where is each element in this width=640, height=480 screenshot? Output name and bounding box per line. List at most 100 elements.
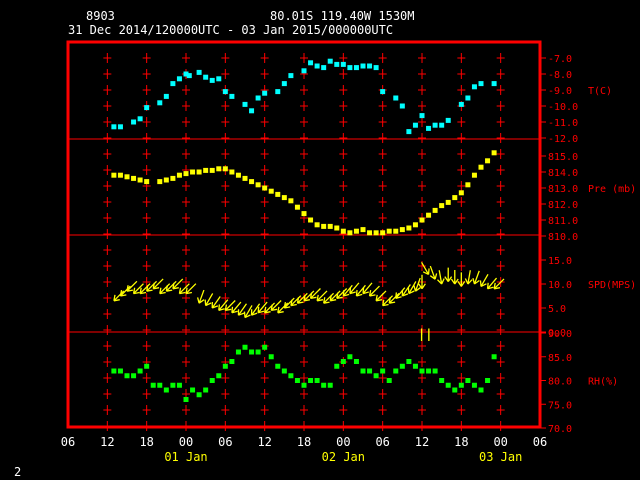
pressure-point xyxy=(367,230,373,236)
temperature-label: T(C) xyxy=(588,86,612,97)
grid-cross xyxy=(182,245,190,255)
grid-cross xyxy=(182,197,190,207)
grid-cross xyxy=(378,197,387,207)
grid-cross xyxy=(339,181,348,191)
pressure-point xyxy=(360,227,366,233)
temperature-point xyxy=(281,81,287,87)
wind-arrow xyxy=(316,290,328,302)
grid-cross xyxy=(182,149,190,159)
temperature-point xyxy=(288,73,294,79)
wind-arrow xyxy=(355,284,366,297)
grid-cross xyxy=(339,277,348,287)
humidity-point xyxy=(432,368,438,374)
y-tick-label: 813.0 xyxy=(548,184,578,195)
pressure-point xyxy=(353,228,359,234)
grid-cross xyxy=(378,261,387,271)
grid-cross xyxy=(457,341,466,351)
wind-arrow xyxy=(418,274,426,290)
grid-cross xyxy=(142,165,151,175)
grid-cross xyxy=(300,373,308,383)
y-tick-label: -9.0 xyxy=(548,86,572,97)
temperature-point xyxy=(432,122,438,128)
grid-cross xyxy=(496,213,505,223)
humidity-point xyxy=(249,349,255,355)
temperature-point xyxy=(478,81,484,87)
pressure-point xyxy=(426,212,432,218)
date-label: 02 Jan xyxy=(322,450,365,464)
wind-arrow xyxy=(349,282,360,295)
pressure-point xyxy=(439,203,445,209)
pressure-point xyxy=(131,175,137,181)
grid-cross xyxy=(221,325,230,335)
grid-cross xyxy=(142,229,151,239)
grid-cross xyxy=(182,53,190,63)
grid-cross xyxy=(418,197,426,207)
grid-cross xyxy=(457,165,466,175)
grid-cross xyxy=(182,357,190,367)
x-tick-label: 12 xyxy=(415,435,429,449)
grid-cross xyxy=(496,373,505,383)
wind-arrow xyxy=(388,292,400,304)
y-tick-label: 15.0 xyxy=(548,256,572,267)
panel-temperature: -7.0 -8.0 -9.0 -10.0 -11.0 -12.0 T(C) xyxy=(111,54,612,145)
wind-arrow xyxy=(368,285,380,297)
grid-cross xyxy=(142,245,151,255)
wind-arrow xyxy=(472,270,480,285)
grid-cross xyxy=(457,69,466,79)
pressure-point xyxy=(458,190,464,196)
humidity-point xyxy=(242,344,248,350)
x-tick-label: 00 xyxy=(179,435,193,449)
pressure-point xyxy=(412,222,418,228)
pressure-point xyxy=(222,166,228,172)
humidity-point xyxy=(426,368,432,374)
grid-cross xyxy=(182,101,190,111)
y-tick-label: 80.0 xyxy=(548,377,572,388)
wind-arrow xyxy=(486,277,498,290)
grid-cross xyxy=(339,341,348,351)
humidity-point xyxy=(117,368,123,374)
wind-arrow xyxy=(113,290,125,302)
temperature-point xyxy=(347,65,353,71)
grid-cross xyxy=(418,389,426,399)
wind-arrow xyxy=(401,284,411,297)
pressure-point xyxy=(183,171,189,177)
wind-arrow xyxy=(464,270,473,285)
grid-cross xyxy=(103,309,112,319)
pressure-point xyxy=(235,172,241,178)
temperature-point xyxy=(491,81,497,87)
x-tick-label: 06 xyxy=(218,435,232,449)
grid-cross xyxy=(496,229,505,239)
humidity-point xyxy=(386,378,392,383)
grid-cross xyxy=(103,261,112,271)
grid-cross xyxy=(300,357,308,367)
wind-arrow xyxy=(237,303,248,316)
pressure-point xyxy=(334,225,340,231)
wind-arrow xyxy=(264,302,276,314)
grid-cross xyxy=(142,133,151,143)
grid-cross xyxy=(221,405,230,415)
grid-cross xyxy=(142,69,151,79)
pressure-label: Pre (mb) xyxy=(588,184,636,195)
y-tick-label: 70.0 xyxy=(548,424,572,435)
station-location: 80.01S 119.40W 1530M xyxy=(270,9,415,23)
grid-cross xyxy=(300,165,308,175)
x-tick-label: 12 xyxy=(100,435,114,449)
pressure-point xyxy=(216,166,222,172)
pressure-point xyxy=(347,230,353,236)
temperature-point xyxy=(334,61,340,67)
wind-arrow xyxy=(119,285,131,297)
humidity-point xyxy=(229,359,235,364)
wind-arrow xyxy=(336,288,348,300)
grid-cross xyxy=(103,101,112,111)
pressure-point xyxy=(157,179,163,185)
pressure-point xyxy=(491,150,497,156)
grid-cross xyxy=(457,197,466,207)
grid-cross xyxy=(260,133,269,143)
temperature-point xyxy=(242,101,248,107)
grid-cross xyxy=(103,389,112,399)
wind-arrow xyxy=(277,302,289,314)
x-tick-label: 12 xyxy=(257,435,271,449)
grid-cross xyxy=(378,69,387,79)
humidity-point xyxy=(281,368,287,374)
